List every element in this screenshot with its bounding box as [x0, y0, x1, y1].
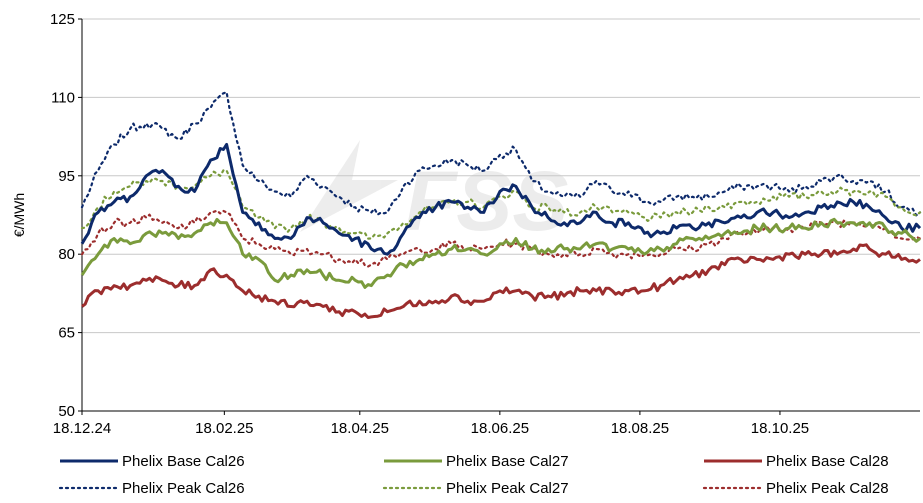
watermark-swoosh-icon [300, 140, 398, 232]
axes: 50 65 80 95 110 125 18.12.24 18.02.25 18.04.25 18… [11, 11, 920, 437]
x-tick-label: 18.12.24 [53, 420, 111, 437]
legend-label: Phelix Peak Cal27 [446, 480, 569, 497]
series-line [80, 217, 921, 289]
x-tick-label: 18.10.25 [751, 420, 809, 437]
legend-label: Phelix Base Cal27 [446, 453, 569, 470]
series-lines [80, 91, 922, 319]
legend-label: Phelix Base Cal28 [766, 453, 889, 470]
series-line [80, 142, 922, 256]
y-axis-title: €/MWh [11, 193, 27, 237]
y-tick-label: 80 [58, 246, 75, 263]
x-tick-label: 18.06.25 [471, 420, 529, 437]
y-tick-label: 110 [51, 89, 75, 106]
legend-label: Phelix Peak Cal28 [766, 480, 889, 497]
y-tick-label: 95 [58, 168, 75, 185]
series-line [80, 91, 922, 217]
x-tick-label: 18.08.25 [611, 420, 669, 437]
legend: Phelix Base Cal26 Phelix Base Cal27 Phelix… [58, 453, 889, 497]
legend-label: Phelix Peak Cal26 [122, 480, 245, 497]
legend-label: Phelix Base Cal26 [122, 453, 245, 470]
gridlines [82, 18, 920, 334]
series-line [80, 169, 922, 240]
x-tick-label: 18.04.25 [331, 420, 389, 437]
watermark: FSS [300, 140, 568, 248]
x-tick-label: 18.02.25 [195, 420, 253, 437]
y-tick-label: 65 [58, 325, 75, 342]
series-line [81, 243, 921, 319]
y-tick-label: 50 [58, 403, 75, 420]
y-tick-label: 125 [50, 11, 75, 28]
watermark-logo: FSS [405, 154, 568, 248]
